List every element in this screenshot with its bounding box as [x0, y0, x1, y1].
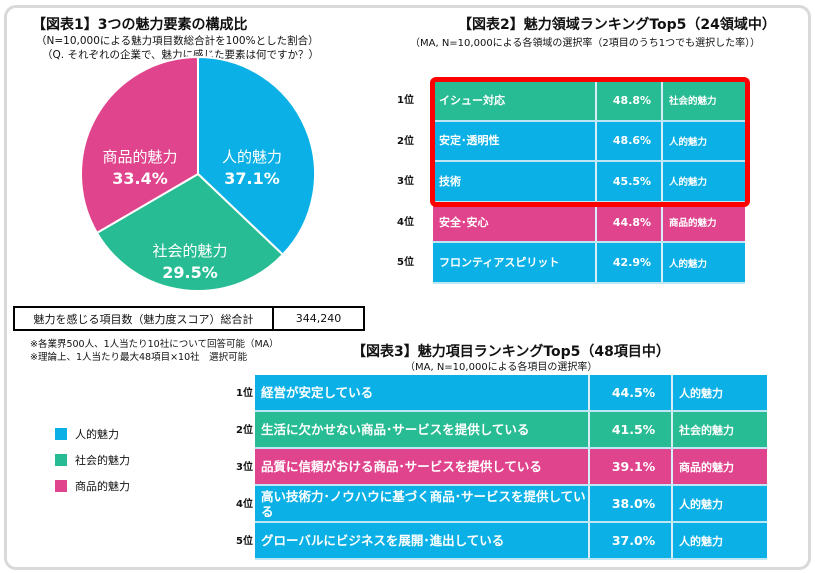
table-row: 技術 45.5% 人的魅力 [433, 162, 745, 203]
item-name: 品質に信頼がおける商品･サービスを提供している [255, 449, 590, 484]
item-name: 生活に欠かせない商品･サービスを提供している [255, 412, 590, 447]
table-row: 安定･透明性 48.6% 人的魅力 [433, 121, 745, 163]
item-name: グローバルにビジネスを展開･進出している [255, 523, 590, 558]
item-name: 経営が安定している [255, 375, 590, 410]
fig3-subtitle: （MA, N=10,000による各項目の選択率） [405, 362, 598, 373]
score-box: 魅力を感じる項目数（魅力度スコア）総合計 344,240 [13, 306, 365, 331]
note-1: ※各業界500人、1人当たり10社について回答可能（MA） [30, 339, 279, 350]
rank-label: 5位 [397, 257, 414, 269]
slice-value-label: 37.1% [224, 169, 280, 188]
item-name: フロンティアスピリット [433, 243, 597, 282]
pie-chart: 人的魅力 37.1% 社会的魅力 29.5% 商品的魅力 33.4% [80, 55, 316, 292]
legend-item-social: 社会的魅力 [55, 452, 130, 468]
item-name: イシュー対応 [433, 81, 597, 120]
legend-label: 社会的魅力 [75, 454, 130, 467]
figure-frame [4, 5, 811, 570]
item-percent: 45.5% [597, 162, 663, 201]
item-percent: 42.9% [597, 243, 663, 282]
table-row: 安全･安心 44.8% 商品的魅力 [433, 202, 745, 244]
item-percent: 48.6% [597, 121, 663, 161]
item-percent: 44.8% [597, 202, 663, 242]
rank-label: 1位 [397, 95, 414, 106]
fig2-subtitle: （MA, N=10,000による各領域の選択率（2項目のうち1つでも選択した率）… [410, 38, 761, 49]
item-category: 商品的魅力 [679, 460, 734, 474]
item-name: 安全･安心 [433, 202, 597, 242]
pie-slice [95, 172, 285, 292]
slice-name-label: 社会的魅力 [152, 242, 227, 260]
item-category: 人的魅力 [679, 497, 723, 511]
item-percent: 38.0% [590, 486, 673, 521]
item-name: 安定･透明性 [433, 121, 597, 161]
slice-value-label: 29.5% [162, 263, 218, 282]
legend-item-product: 商品的魅力 [55, 478, 130, 494]
legend-swatch [55, 454, 67, 466]
table-row: 生活に欠かせない商品･サービスを提供している 41.5% 社会的魅力 [255, 412, 767, 449]
table-row: 品質に信頼がおける商品･サービスを提供している 39.1% 商品的魅力 [255, 449, 767, 486]
item-percent: 39.1% [590, 449, 673, 484]
legend-swatch [55, 480, 67, 492]
legend-swatch [55, 428, 67, 440]
item-category: 社会的魅力 [679, 423, 734, 437]
rank-label: 2位 [397, 135, 414, 147]
rank-label: 3位 [397, 176, 414, 188]
rank-label: 5位 [236, 536, 253, 547]
fig2-title: 【図表2】魅力領域ランキングTop5（24領域中） [458, 17, 776, 33]
slice-name-label: 商品的魅力 [102, 148, 177, 166]
table-row: イシュー対応 48.8% 社会的魅力 [433, 81, 745, 122]
rank-label: 2位 [236, 425, 253, 436]
pie-slice [197, 55, 316, 257]
item-percent: 48.8% [597, 81, 663, 120]
table-row: グローバルにビジネスを展開･進出している 37.0% 人的魅力 [255, 523, 767, 560]
item-category: 人的魅力 [669, 258, 708, 270]
table-row: フロンティアスピリット 42.9% 人的魅力 [433, 243, 745, 284]
item-percent: 37.0% [590, 523, 673, 558]
item-category: 人的魅力 [679, 386, 723, 400]
table-row: 高い技術力･ノウハウに基づく商品･サービスを提供している 38.0% 人的魅力 [255, 486, 767, 523]
item-category: 人的魅力 [679, 534, 723, 548]
legend-label: 人的魅力 [75, 428, 119, 441]
item-category: 人的魅力 [669, 177, 708, 189]
rank-label: 3位 [236, 462, 253, 473]
table-row: 経営が安定している 44.5% 人的魅力 [255, 375, 767, 412]
slice-value-label: 33.4% [112, 169, 168, 188]
score-label: 魅力を感じる項目数（魅力度スコア）総合計 [15, 308, 274, 329]
rank-label: 4位 [397, 216, 414, 228]
item-category: 社会的魅力 [669, 96, 717, 108]
fig1-title: 【図表1】3つの魅力要素の構成比 [32, 17, 248, 33]
fig1-subtitle-1: （N=10,000による魅力項目数総合計を100%とした割合） [36, 35, 319, 47]
item-name: 技術 [433, 162, 597, 201]
pie-slice [80, 55, 199, 235]
item-category: 人的魅力 [669, 136, 708, 148]
item-percent: 44.5% [590, 375, 673, 410]
note-2: ※理論上、1人当たり最大48項目×10社 選択可能 [30, 352, 248, 363]
item-percent: 41.5% [590, 412, 673, 447]
item-name: 高い技術力･ノウハウに基づく商品･サービスを提供している [255, 486, 590, 521]
slice-name-label: 人的魅力 [222, 148, 282, 166]
fig1-subtitle-2: （Q. それぞれの企業で、魅力に感じた要素は何ですか？） [42, 49, 320, 61]
legend-label: 商品的魅力 [75, 480, 130, 493]
item-category: 商品的魅力 [669, 218, 717, 230]
score-value: 344,240 [295, 312, 342, 325]
rank-label: 1位 [236, 388, 253, 399]
fig3-title: 【図表3】魅力項目ランキングTop5（48項目中） [352, 344, 670, 360]
rank-label: 4位 [236, 499, 253, 510]
legend-item-human: 人的魅力 [55, 426, 119, 442]
highlight-box [430, 77, 750, 207]
